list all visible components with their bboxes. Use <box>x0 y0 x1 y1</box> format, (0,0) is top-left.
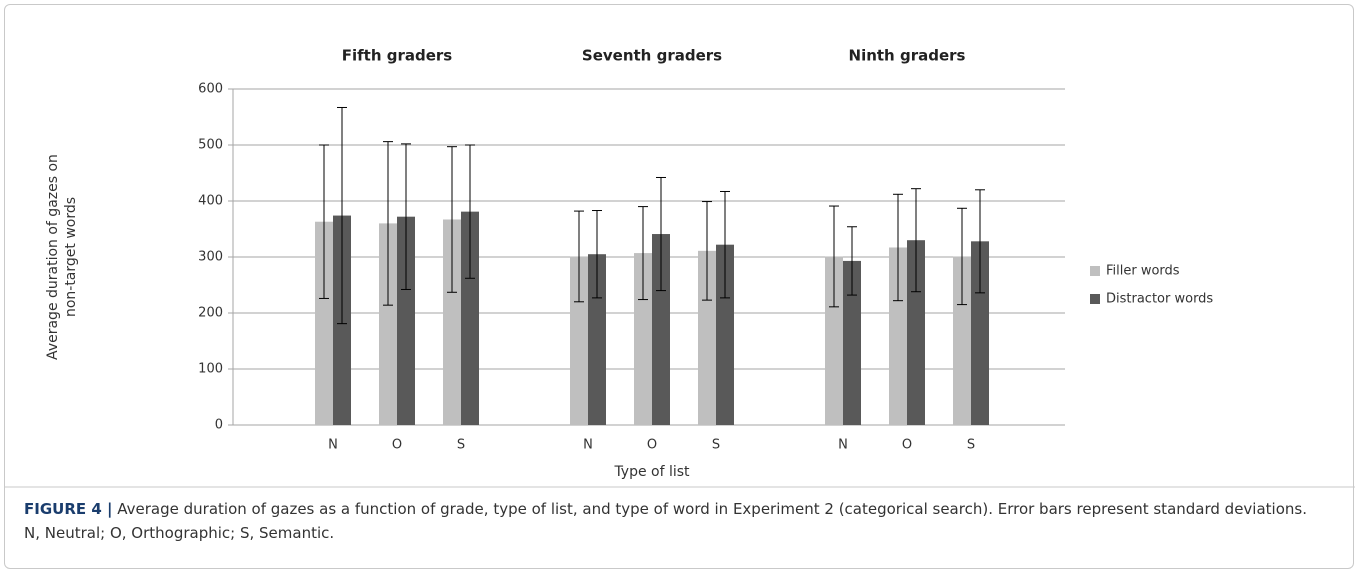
x-tick-label: O <box>392 438 402 453</box>
bar <box>953 256 971 425</box>
bar <box>570 256 588 425</box>
bar <box>634 253 652 425</box>
caption-label: FIGURE 4 | <box>24 500 113 518</box>
x-tick-label: O <box>647 438 657 453</box>
y-tick-label: 300 <box>198 250 223 265</box>
x-axis-label: Type of list <box>613 464 690 480</box>
x-tick-label: N <box>583 438 593 453</box>
x-tick-label: N <box>328 438 338 453</box>
x-tick-label: N <box>838 438 848 453</box>
y-tick-label: 500 <box>198 138 223 153</box>
bar <box>652 234 670 425</box>
legend-label: Filler words <box>1106 264 1180 279</box>
caption: FIGURE 4 | Average duration of gazes as … <box>24 497 1324 545</box>
bar <box>315 221 333 425</box>
bar <box>843 260 861 425</box>
bar <box>971 241 989 425</box>
y-tick-label: 600 <box>198 82 223 97</box>
group-title: Seventh graders <box>582 47 722 65</box>
bar <box>588 254 606 425</box>
y-axis-label: Average duration of gazes on non-target … <box>45 154 79 360</box>
legend-swatch <box>1090 266 1100 276</box>
y-tick-label: 100 <box>198 362 223 377</box>
x-tick-label: S <box>712 438 720 453</box>
figure-frame <box>4 4 1354 569</box>
bar <box>698 250 716 425</box>
bar <box>825 256 843 425</box>
bar <box>379 223 397 425</box>
bar <box>716 244 734 425</box>
bar <box>461 211 479 425</box>
bar <box>907 240 925 425</box>
caption-text: Average duration of gazes as a function … <box>24 500 1307 542</box>
bar <box>443 219 461 425</box>
legend-label: Distractor words <box>1106 292 1213 307</box>
group-title: Ninth graders <box>849 47 966 65</box>
y-tick-label: 200 <box>198 306 223 321</box>
bar <box>889 247 907 425</box>
group-title: Fifth graders <box>342 47 453 65</box>
x-tick-label: S <box>967 438 975 453</box>
legend-swatch <box>1090 294 1100 304</box>
x-tick-label: S <box>457 438 465 453</box>
y-tick-label: 0 <box>215 418 223 433</box>
y-tick-label: 400 <box>198 194 223 209</box>
bar <box>397 216 415 425</box>
x-tick-label: O <box>902 438 912 453</box>
